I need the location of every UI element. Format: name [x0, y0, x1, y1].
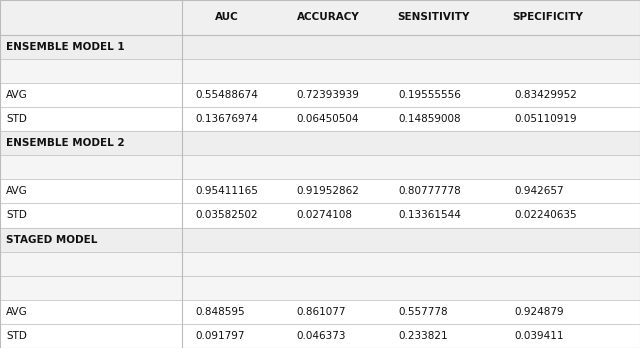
- Text: 0.72393939: 0.72393939: [296, 90, 359, 100]
- Bar: [0, 228, 640, 252]
- Bar: [0, 276, 640, 300]
- Text: AUC: AUC: [215, 13, 239, 22]
- Text: 0.0274108: 0.0274108: [296, 211, 352, 221]
- Bar: [0, 300, 640, 324]
- Bar: [0, 59, 640, 83]
- Text: 0.13676974: 0.13676974: [195, 114, 258, 124]
- Bar: [0, 324, 640, 348]
- Text: 0.861077: 0.861077: [296, 307, 346, 317]
- Text: AVG: AVG: [6, 307, 28, 317]
- Text: SENSITIVITY: SENSITIVITY: [397, 13, 470, 22]
- Text: 0.557778: 0.557778: [399, 307, 449, 317]
- Bar: [0, 252, 640, 276]
- Bar: [0, 179, 640, 204]
- Text: 0.848595: 0.848595: [195, 307, 245, 317]
- Text: 0.06450504: 0.06450504: [296, 114, 359, 124]
- Text: AVG: AVG: [6, 187, 28, 196]
- Text: ENSEMBLE MODEL 2: ENSEMBLE MODEL 2: [6, 138, 125, 148]
- Bar: [0, 131, 640, 155]
- Text: 0.80777778: 0.80777778: [399, 187, 461, 196]
- Text: ACCURACY: ACCURACY: [297, 13, 360, 22]
- Text: STD: STD: [6, 211, 28, 221]
- Text: AVG: AVG: [6, 90, 28, 100]
- Text: STAGED MODEL: STAGED MODEL: [6, 235, 98, 245]
- Text: 0.03582502: 0.03582502: [195, 211, 258, 221]
- Text: 0.091797: 0.091797: [195, 331, 244, 341]
- Bar: [0, 204, 640, 228]
- Bar: [0, 83, 640, 107]
- Text: 0.91952862: 0.91952862: [296, 187, 359, 196]
- Text: 0.942657: 0.942657: [514, 187, 564, 196]
- Text: 0.19555556: 0.19555556: [399, 90, 461, 100]
- Text: 0.02240635: 0.02240635: [514, 211, 577, 221]
- Text: 0.924879: 0.924879: [514, 307, 564, 317]
- Text: 0.55488674: 0.55488674: [195, 90, 258, 100]
- Bar: [0, 35, 640, 59]
- Bar: [0, 107, 640, 131]
- Text: STD: STD: [6, 114, 28, 124]
- Text: ENSEMBLE MODEL 1: ENSEMBLE MODEL 1: [6, 42, 125, 52]
- Text: 0.13361544: 0.13361544: [399, 211, 461, 221]
- Text: 0.83429952: 0.83429952: [514, 90, 577, 100]
- Text: 0.046373: 0.046373: [296, 331, 346, 341]
- Text: 0.233821: 0.233821: [399, 331, 449, 341]
- Text: STD: STD: [6, 331, 28, 341]
- Bar: [0, 155, 640, 179]
- Text: 0.05110919: 0.05110919: [514, 114, 577, 124]
- Bar: [0, 0, 640, 35]
- Text: 0.95411165: 0.95411165: [195, 187, 258, 196]
- Text: SPECIFICITY: SPECIFICITY: [512, 13, 582, 22]
- Text: 0.039411: 0.039411: [514, 331, 563, 341]
- Text: 0.14859008: 0.14859008: [399, 114, 461, 124]
